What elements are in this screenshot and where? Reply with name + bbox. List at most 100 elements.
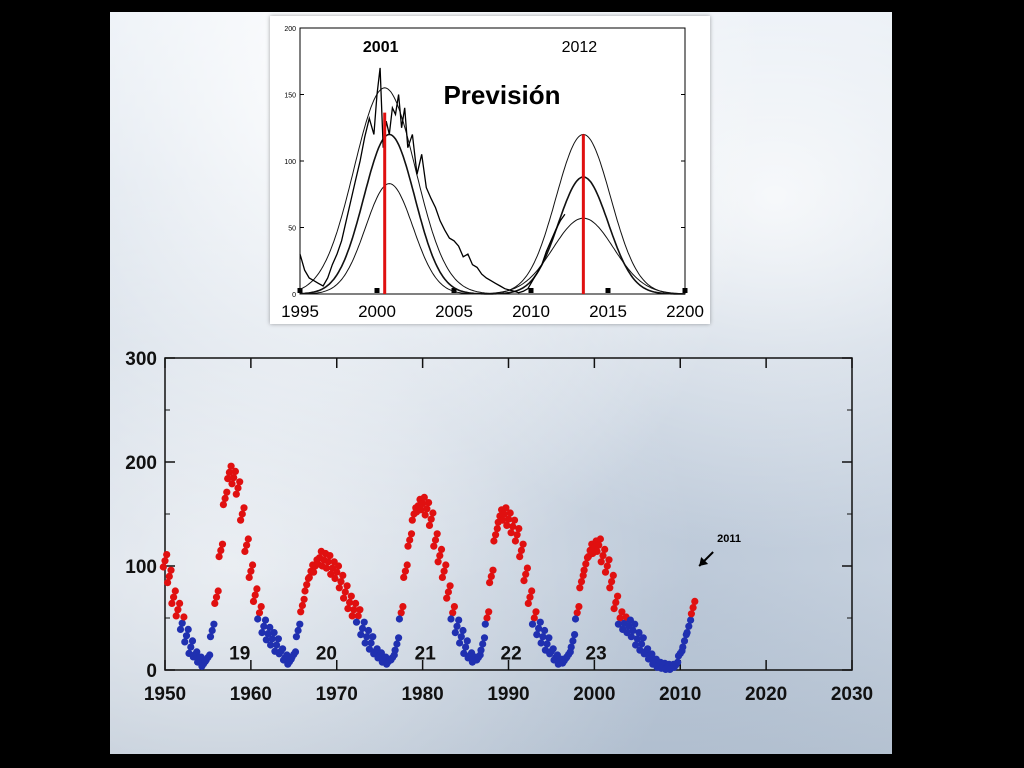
- sunspot-point: [367, 639, 375, 647]
- forecast-chart: 0 50 100 150 200 1995 2000 2005 2010 2015 2200 2001…: [270, 16, 710, 324]
- sunspot-point: [305, 573, 313, 581]
- sunspot-point: [223, 488, 231, 496]
- sunspot-point: [431, 536, 440, 544]
- sunspot-point: [221, 494, 229, 502]
- sunspot-point: [360, 618, 368, 626]
- sunspot-point: [506, 509, 514, 517]
- sunspot-point: [168, 599, 176, 607]
- main-y-tick-label: 0: [146, 661, 157, 682]
- main-x-tick-label: 1950: [144, 684, 186, 705]
- sunspot-point: [446, 582, 454, 590]
- sunspot-point: [516, 553, 524, 561]
- sunspot-point: [635, 629, 643, 637]
- sunspot-point: [348, 612, 356, 620]
- sunspot-point: [354, 612, 362, 620]
- sunspot-point: [249, 561, 257, 569]
- sunspot-point: [575, 603, 583, 611]
- inset-x-tick: [374, 288, 380, 293]
- inset-envelope-envelope_high: [299, 87, 685, 295]
- inset-title: Previsión: [443, 80, 560, 110]
- sunspot-point: [232, 490, 240, 498]
- sunspot-point: [350, 606, 358, 614]
- sunspot-point: [187, 643, 195, 651]
- sunspot-point: [358, 624, 367, 632]
- sunspot-point: [270, 629, 278, 637]
- sunspot-point: [218, 540, 227, 548]
- sunspot-point: [513, 531, 521, 539]
- sunspot-point: [456, 639, 464, 647]
- sunspot-point: [440, 567, 448, 575]
- sunspot-point: [507, 529, 515, 537]
- sunspot-point: [577, 578, 586, 586]
- sunspot-point: [687, 610, 696, 618]
- sunspot-point: [163, 551, 171, 559]
- sunspot-point: [344, 605, 352, 613]
- sunspot-point: [420, 493, 428, 501]
- inset-envelope-envelope_mid: [299, 133, 685, 295]
- sunspot-point: [227, 462, 235, 470]
- sunspot-point: [442, 561, 450, 569]
- sunspot-point: [234, 484, 242, 492]
- sunspot-point: [533, 631, 541, 639]
- sunspot-point: [539, 633, 547, 641]
- sunspot-point: [503, 521, 511, 529]
- sunspot-point: [498, 516, 507, 524]
- sunspot-point: [459, 626, 467, 635]
- sunspot-point: [485, 608, 493, 616]
- cycle-number-label: 19: [229, 644, 250, 665]
- sunspot-point: [517, 546, 525, 554]
- sunspot-point: [567, 643, 575, 651]
- sunspot-point: [443, 594, 451, 602]
- sunspot-point: [483, 614, 491, 622]
- sunspot-point: [365, 645, 373, 653]
- sunspot-point: [214, 587, 222, 595]
- sunspot-point: [480, 634, 489, 642]
- sunspot-point: [245, 573, 253, 581]
- sunspot-point: [490, 537, 498, 545]
- sunspot-point: [230, 474, 238, 482]
- sunspot-point: [477, 646, 485, 654]
- sunspot-point: [460, 649, 468, 657]
- sunspot-point: [264, 630, 272, 638]
- sunspot-point: [601, 568, 610, 576]
- sunspot-point: [502, 504, 510, 512]
- sunspot-point: [255, 609, 264, 617]
- cycle-number-label: 23: [586, 644, 607, 665]
- sunspot-point: [253, 585, 261, 593]
- sunspot-point: [172, 612, 180, 620]
- sunspot-point: [303, 581, 311, 589]
- sunspot-point: [238, 510, 246, 518]
- sunspot-point: [297, 608, 305, 616]
- sunspot-point: [395, 615, 403, 623]
- sunspot-point: [639, 634, 647, 642]
- sunspot-point: [596, 535, 604, 543]
- inset-y-tick-label: 100: [284, 159, 296, 166]
- sunspot-point: [180, 613, 188, 621]
- sunspot-point: [536, 618, 544, 626]
- sunspot-point: [258, 629, 266, 637]
- sunspot-point: [401, 567, 409, 575]
- sunspot-point: [425, 521, 434, 529]
- sunspot-point: [444, 588, 452, 596]
- sunspot-point: [254, 615, 262, 623]
- sunspot-point: [685, 622, 693, 630]
- sunspot-point: [188, 637, 197, 645]
- sunspot-point: [189, 653, 197, 661]
- sunspot-point: [691, 597, 699, 605]
- sunspot-point: [217, 546, 225, 554]
- sunspot-point: [333, 568, 341, 576]
- sunspot-point: [284, 660, 292, 668]
- sunspot-point: [267, 641, 275, 649]
- sunspot-point: [288, 653, 296, 661]
- sunspot-point: [184, 625, 192, 633]
- main-x-tick-label: 2010: [659, 684, 701, 705]
- inset-y-tick-label: 150: [284, 93, 296, 100]
- main-y-tick-label: 200: [125, 453, 157, 474]
- sunspot-point: [275, 650, 283, 658]
- sunspot-point: [425, 499, 433, 507]
- sunspot-point: [463, 637, 471, 645]
- cycle-number-label: 22: [501, 644, 522, 665]
- sunspot-point: [545, 634, 553, 642]
- sunspot-point: [262, 636, 270, 644]
- sunspot-point: [434, 558, 442, 566]
